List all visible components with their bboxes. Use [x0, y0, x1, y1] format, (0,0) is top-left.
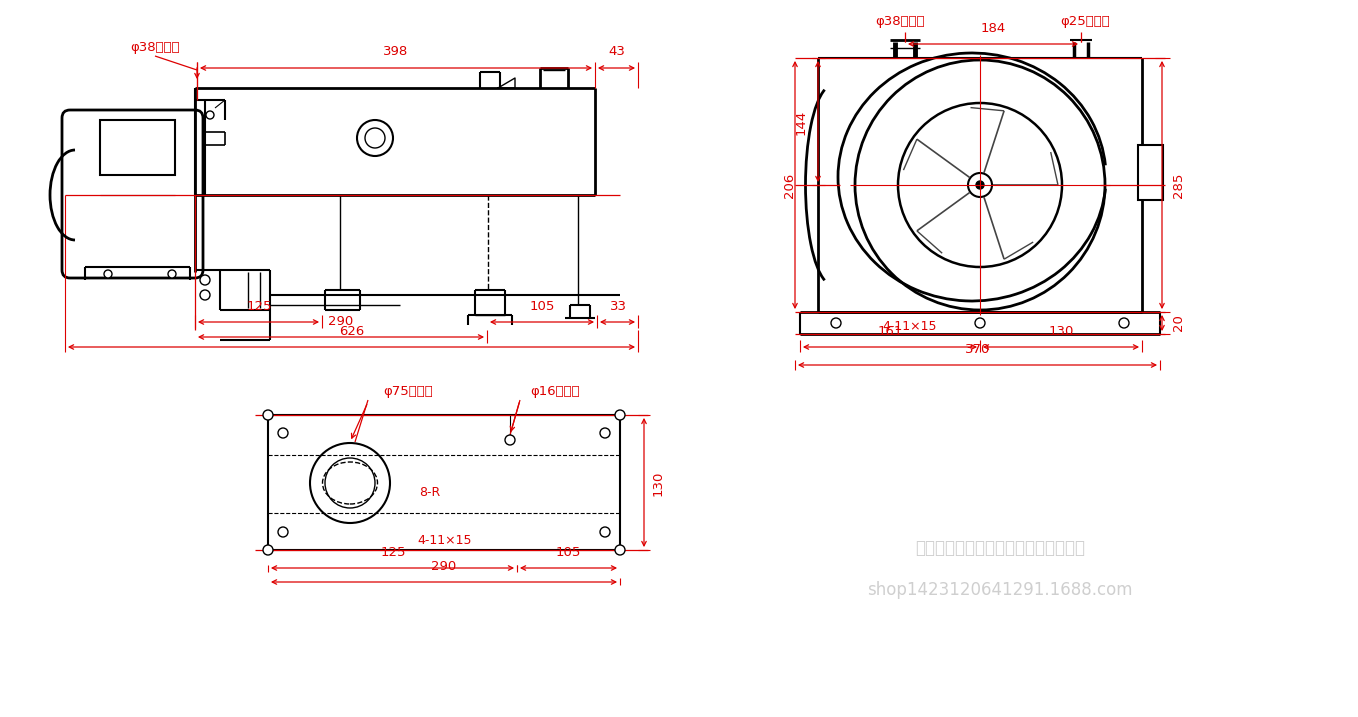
Text: φ25出水口: φ25出水口: [1061, 16, 1109, 29]
Circle shape: [1119, 318, 1128, 328]
Text: 206: 206: [784, 172, 796, 198]
Text: 130: 130: [1048, 325, 1074, 338]
Circle shape: [168, 270, 177, 278]
Polygon shape: [498, 78, 515, 88]
Circle shape: [365, 128, 386, 148]
Text: 144: 144: [794, 110, 808, 135]
Text: 398: 398: [383, 45, 409, 58]
Text: 130: 130: [652, 470, 665, 495]
Text: 20: 20: [1172, 315, 1186, 331]
Text: φ16放水口: φ16放水口: [530, 386, 580, 399]
Circle shape: [976, 181, 985, 189]
Text: 8-R: 8-R: [420, 485, 440, 498]
Text: φ38进水口: φ38进水口: [875, 16, 925, 29]
Text: 285: 285: [1172, 172, 1186, 198]
FancyBboxPatch shape: [62, 110, 202, 278]
Circle shape: [856, 60, 1105, 310]
Circle shape: [968, 173, 991, 197]
Circle shape: [310, 443, 390, 523]
Text: 105: 105: [530, 300, 554, 313]
Circle shape: [200, 290, 210, 300]
Circle shape: [278, 527, 288, 537]
Text: 105: 105: [555, 546, 581, 559]
Text: φ75排烟口: φ75排烟口: [383, 386, 433, 399]
Circle shape: [206, 111, 215, 119]
Text: φ38进水口: φ38进水口: [130, 42, 179, 54]
Text: 161: 161: [877, 325, 903, 338]
Text: 43: 43: [608, 45, 626, 58]
Circle shape: [831, 318, 841, 328]
Circle shape: [975, 318, 985, 328]
Circle shape: [615, 410, 625, 420]
Circle shape: [898, 103, 1062, 267]
Text: shop1423120641291.1688.com: shop1423120641291.1688.com: [868, 581, 1133, 599]
Circle shape: [263, 545, 273, 555]
Text: 370: 370: [966, 343, 991, 356]
Text: 626: 626: [340, 325, 365, 338]
Circle shape: [200, 275, 210, 285]
Text: 290: 290: [329, 315, 353, 328]
Text: 184: 184: [980, 22, 1006, 35]
Text: 125: 125: [380, 546, 406, 559]
Circle shape: [105, 270, 111, 278]
Text: 4-11×15: 4-11×15: [883, 320, 937, 333]
Text: 4-11×15: 4-11×15: [418, 533, 473, 546]
Circle shape: [600, 527, 610, 537]
Bar: [100, 120, 175, 175]
Text: 河北宏业永盛汽车加热器股份有限公司: 河北宏业永盛汽车加热器股份有限公司: [915, 539, 1085, 557]
Circle shape: [505, 435, 515, 445]
Text: 290: 290: [432, 560, 456, 573]
Circle shape: [263, 410, 273, 420]
Text: 125: 125: [246, 300, 272, 313]
Bar: [1138, 145, 1162, 200]
Circle shape: [325, 458, 375, 508]
Text: 33: 33: [610, 300, 626, 313]
Circle shape: [278, 428, 288, 438]
Circle shape: [615, 545, 625, 555]
Circle shape: [600, 428, 610, 438]
Circle shape: [357, 120, 392, 156]
